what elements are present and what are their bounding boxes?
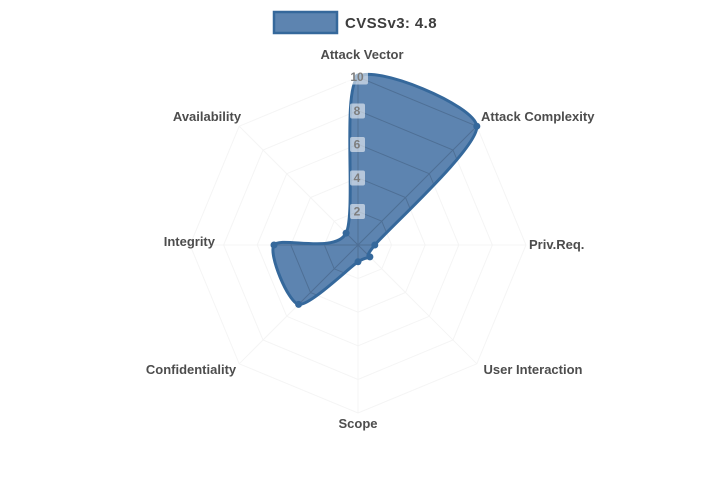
tick-label-8: 8 [354,104,361,118]
radar-data-point [366,253,374,261]
axis-label-priv-req: Priv.Req. [529,237,584,252]
legend-swatch-icon [272,10,339,35]
tick-box [350,103,365,119]
radar-data-point [473,122,481,130]
radial-tick: 2 [350,204,365,219]
radial-tick: 4 [350,170,365,186]
axis-label-availability: Availability [173,109,242,124]
radial-tick: 6 [350,137,365,152]
tick-label-2: 2 [354,205,361,219]
axis-label-scope: Scope [338,416,377,431]
legend-label: CVSSv3: 4.8 [345,15,437,32]
axis-label-attack-complexity: Attack Complexity [481,109,595,124]
radial-tick: 10 [346,69,368,85]
tick-box [350,170,365,186]
tick-box [350,204,365,219]
tick-label-10: 10 [350,70,364,84]
radar-data-point [270,241,278,249]
radar-data-point [354,258,362,266]
radar-series-area[interactable] [272,74,477,305]
radar-data-point [295,300,303,308]
radial-tick: 8 [350,103,365,119]
axis-label-user-interaction: User Interaction [484,362,583,377]
axis-label-attack-vector: Attack Vector [320,47,403,62]
tick-label-4: 4 [354,171,361,185]
axis-label-integrity: Integrity [164,234,216,249]
legend[interactable]: CVSSv3: 4.8 [272,10,437,35]
tick-box [350,137,365,152]
radar-data-point [342,229,350,237]
radar-series-markers [270,73,481,308]
tick-box [346,69,368,85]
axis-label-confidentiality: Confidentiality [146,362,237,377]
axis-labels: Attack Vector Attack Complexity Priv.Req… [146,47,595,431]
radial-tick-labels: 10 8 6 4 2 [346,69,368,219]
radar-data-point [371,241,379,249]
tick-label-6: 6 [354,138,361,152]
